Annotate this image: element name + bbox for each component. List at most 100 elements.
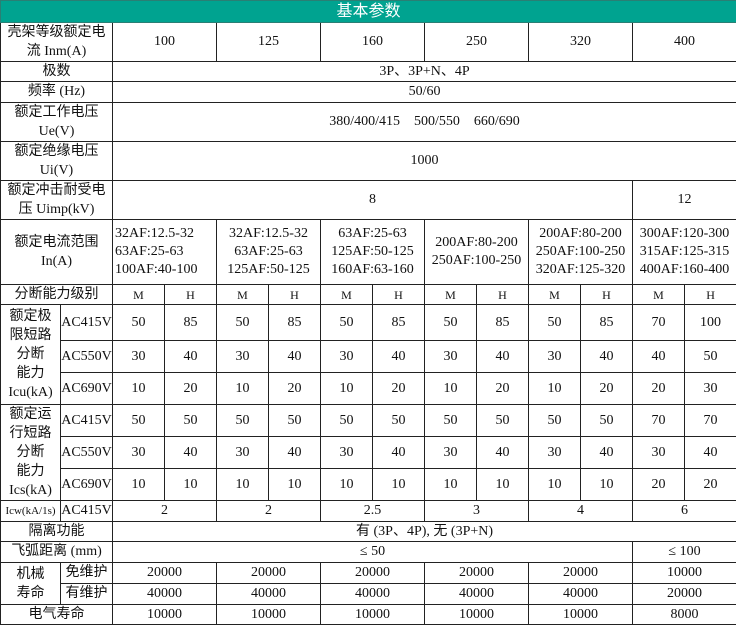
icu-value: 40 xyxy=(165,341,217,373)
ics-value: 30 xyxy=(321,437,373,469)
ics-value: 40 xyxy=(581,437,633,469)
icu-value: 30 xyxy=(217,341,269,373)
icu-value: 30 xyxy=(529,341,581,373)
in-range-line: 315AF:125-315 xyxy=(640,244,729,259)
ics-value: 10 xyxy=(425,469,477,501)
mech-free-value: 10000 xyxy=(633,563,736,584)
ics-value: 10 xyxy=(165,469,217,501)
icw-voltage: AC415V xyxy=(61,501,113,522)
icu-value: 100 xyxy=(685,305,736,341)
icu-value: 20 xyxy=(633,373,685,405)
mech-free-value: 20000 xyxy=(425,563,529,584)
mech-free-value: 20000 xyxy=(529,563,633,584)
in-range-line: 200AF:80-200 xyxy=(539,226,621,241)
icu-value: 85 xyxy=(269,305,321,341)
icu-voltage: AC415V xyxy=(61,305,113,341)
ics-label-line: 额定运 xyxy=(10,407,52,422)
in-range-line: 300AF:120-300 xyxy=(640,226,729,241)
in-range-value: 300AF:120-300 315AF:125-315 400AF:160-400 xyxy=(633,220,736,285)
ics-value: 50 xyxy=(269,405,321,437)
breaking-level-value: H xyxy=(373,285,425,305)
icu-value: 20 xyxy=(165,373,217,405)
in-range-value: 200AF:80-200 250AF:100-250 xyxy=(425,220,529,285)
ics-value: 50 xyxy=(217,405,269,437)
icu-value: 50 xyxy=(217,305,269,341)
ics-value: 10 xyxy=(113,469,165,501)
icu-value: 70 xyxy=(633,305,685,341)
table-title: 基本参数 xyxy=(1,1,736,23)
mech-free-value: 20000 xyxy=(113,563,217,584)
icu-value: 10 xyxy=(113,373,165,405)
breaking-level-value: H xyxy=(165,285,217,305)
in-range-line: 400AF:160-400 xyxy=(640,262,729,277)
icw-label: Icw(kA/1s) xyxy=(1,501,61,522)
breaking-level-label: 分断能力级别 xyxy=(1,285,113,305)
arc-value-a: ≤ 50 xyxy=(113,542,633,563)
breaking-level-value: M xyxy=(321,285,373,305)
ics-value: 10 xyxy=(321,469,373,501)
in-range-line: 100AF:40-100 xyxy=(115,262,197,277)
breaking-level-value: M xyxy=(425,285,477,305)
icw-value: 2.5 xyxy=(321,501,425,522)
in-range-line: 200AF:80-200 xyxy=(435,235,517,250)
mech-maint-value: 40000 xyxy=(321,584,425,605)
in-range-line: 63AF:25-63 xyxy=(115,244,183,259)
ics-value: 50 xyxy=(321,405,373,437)
icu-value: 50 xyxy=(113,305,165,341)
icw-value: 4 xyxy=(529,501,633,522)
mech-free-value: 20000 xyxy=(217,563,321,584)
icw-value: 3 xyxy=(425,501,529,522)
freq-value: 50/60 xyxy=(113,82,736,103)
mech-free-label: 免维护 xyxy=(61,563,113,584)
ics-value: 70 xyxy=(685,405,736,437)
ics-value: 30 xyxy=(633,437,685,469)
ics-value: 50 xyxy=(477,405,529,437)
in-range-line: 250AF:100-250 xyxy=(432,253,521,268)
ics-value: 30 xyxy=(113,437,165,469)
mech-maint-label: 有维护 xyxy=(61,584,113,605)
ics-value: 40 xyxy=(477,437,529,469)
ics-label-line: 能力 xyxy=(17,464,45,479)
icw-value: 2 xyxy=(217,501,321,522)
breaking-level-value: M xyxy=(113,285,165,305)
ics-label-line: 分断 xyxy=(17,445,45,460)
ics-value: 10 xyxy=(477,469,529,501)
frame-value: 160 xyxy=(321,23,425,62)
breaking-level-value: M xyxy=(217,285,269,305)
ics-value: 10 xyxy=(217,469,269,501)
in-range-line: 32AF:12.5-32 xyxy=(229,226,308,241)
icu-voltage: AC550V xyxy=(61,341,113,373)
icu-value: 85 xyxy=(477,305,529,341)
freq-label: 频率 (Hz) xyxy=(1,82,113,103)
ics-value: 10 xyxy=(581,469,633,501)
ics-voltage: AC550V xyxy=(61,437,113,469)
breaking-level-value: H xyxy=(477,285,529,305)
icu-value: 40 xyxy=(373,341,425,373)
icu-label-line: 能力 xyxy=(17,366,45,381)
ics-value: 50 xyxy=(373,405,425,437)
isolation-value: 有 (3P、4P), 无 (3P+N) xyxy=(113,522,736,542)
ics-value: 20 xyxy=(633,469,685,501)
icu-value: 10 xyxy=(217,373,269,405)
in-range-line: 320AF:125-320 xyxy=(536,262,625,277)
ics-value: 50 xyxy=(581,405,633,437)
icu-value: 30 xyxy=(685,373,736,405)
frame-value: 400 xyxy=(633,23,736,62)
icu-value: 85 xyxy=(373,305,425,341)
icu-value: 50 xyxy=(529,305,581,341)
breaking-level-value: M xyxy=(529,285,581,305)
arc-label: 飞弧距离 (mm) xyxy=(1,542,113,563)
ics-value: 30 xyxy=(529,437,581,469)
icu-value: 40 xyxy=(581,341,633,373)
icu-value: 10 xyxy=(529,373,581,405)
icu-value: 50 xyxy=(425,305,477,341)
icu-value: 50 xyxy=(321,305,373,341)
mech-maint-value: 40000 xyxy=(113,584,217,605)
uimp-label: 额定冲击耐受电压 Uimp(kV) xyxy=(1,181,113,220)
